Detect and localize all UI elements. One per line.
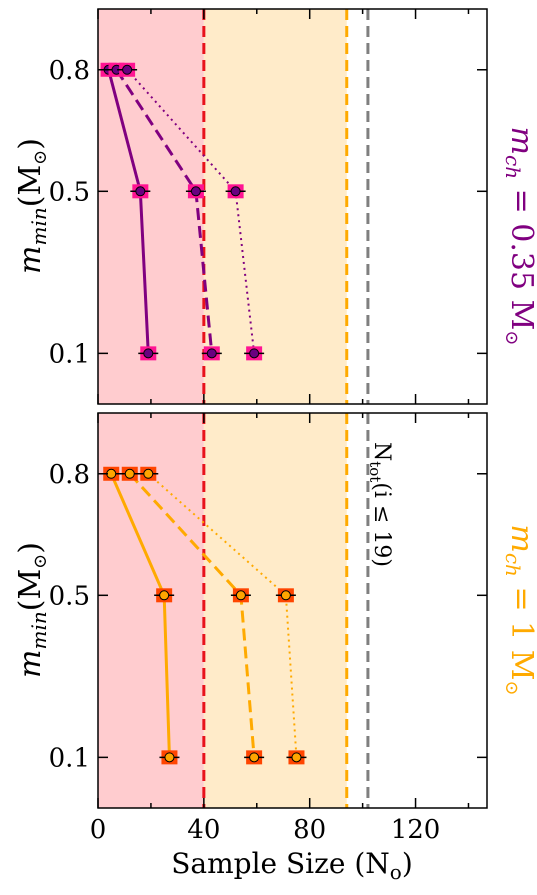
top-shaded-regions: [98, 9, 347, 404]
top-side-label: mch = 0.35 M⊙: [501, 127, 537, 346]
top-ytick-label: 0.8: [49, 56, 90, 86]
bottom-point: [280, 590, 291, 601]
top-point: [135, 186, 146, 197]
bottom-plot-frame: [97, 412, 488, 809]
xtick-label: 40: [187, 815, 220, 845]
bottom-point: [124, 468, 135, 479]
bottom-point: [249, 752, 260, 763]
bottom-x-ticks: 0 40 80 120: [90, 413, 470, 845]
bottom-region-orange: [203, 413, 347, 808]
bottom-panel: 0.8 0.5 0.1 0 40 80 120 mmin(M⊙) mch = 1 M⊙ N…: [13, 412, 537, 884]
xtick-label: 120: [391, 815, 441, 845]
bottom-series: [101, 466, 307, 765]
top-reference-lines: [202, 9, 370, 404]
top-ytick-label: 0.1: [49, 339, 90, 369]
bottom-ytick-label: 0.1: [49, 743, 90, 773]
bottom-point: [106, 468, 117, 479]
top-panel: 0.8 0.5 0.1 mmin(M⊙) mch = 0.35 M⊙: [13, 8, 537, 405]
top-point: [249, 348, 260, 359]
xtick-label: 80: [293, 815, 326, 845]
top-plot-frame: [97, 8, 488, 405]
bottom-side-label: mch = 1 M⊙: [501, 524, 537, 695]
top-point: [206, 348, 217, 359]
bottom-y-axis-label: mmin(M⊙): [13, 542, 51, 678]
ntot-annotation: Ntot(i ≤ 19): [366, 442, 394, 567]
bottom-reference-lines: [202, 413, 370, 808]
top-ytick-label: 0.5: [49, 177, 90, 207]
bottom-point: [164, 752, 175, 763]
top-point: [230, 186, 241, 197]
bottom-y-ticks: 0.8 0.5 0.1: [49, 460, 487, 773]
top-point: [190, 186, 201, 197]
bottom-point: [143, 468, 154, 479]
top-region-orange: [203, 9, 347, 404]
x-axis-label: Sample Size (No): [171, 847, 413, 884]
bottom-ytick-label: 0.8: [49, 460, 90, 490]
top-y-axis-label: mmin(M⊙): [13, 138, 51, 274]
top-series: [98, 62, 265, 361]
top-point: [143, 348, 154, 359]
xtick-label: 0: [90, 815, 107, 845]
bottom-point: [159, 590, 170, 601]
bottom-series-dotted: [147, 473, 298, 758]
bottom-ytick-label: 0.5: [49, 581, 90, 611]
bottom-point: [235, 590, 246, 601]
top-point: [122, 64, 133, 75]
bottom-point: [291, 752, 302, 763]
top-y-ticks: 0.8 0.5 0.1: [49, 9, 487, 404]
